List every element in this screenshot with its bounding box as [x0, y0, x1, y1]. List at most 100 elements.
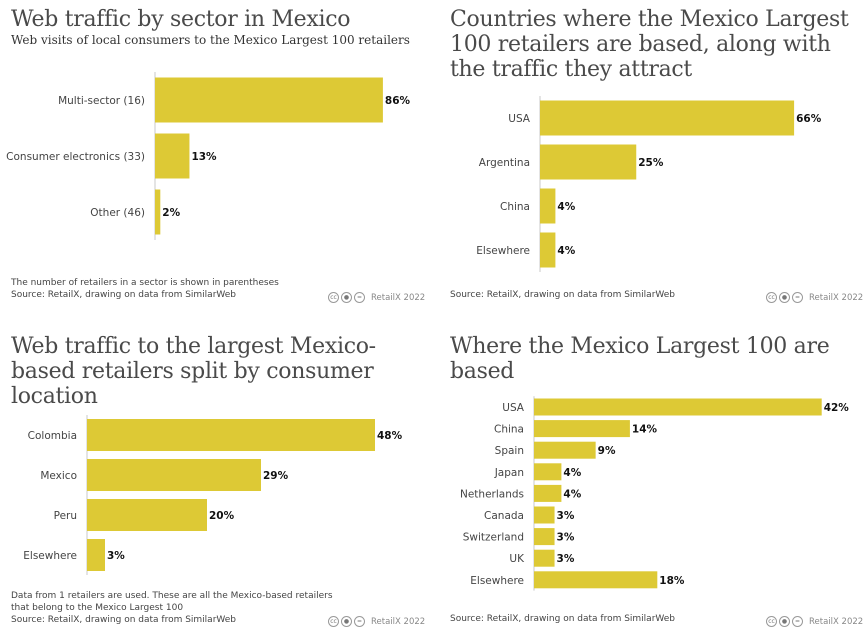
bar: [540, 100, 795, 136]
value-label: 20%: [209, 510, 235, 522]
source-line: Source: RetailX, drawing on data from Si…: [11, 290, 237, 300]
footnote: Data from 1 retailers are used. These ar…: [11, 590, 333, 626]
cc-icon: cc: [328, 292, 339, 303]
value-label: 18%: [659, 575, 685, 587]
value-label: 86%: [385, 95, 411, 107]
bar: [87, 419, 375, 451]
value-label: 3%: [557, 532, 575, 544]
category-label: Japan: [494, 467, 524, 479]
value-label: 25%: [638, 157, 664, 169]
bar: [534, 549, 555, 567]
bar: [534, 463, 562, 481]
category-label: Colombia: [28, 430, 77, 442]
credit: cc ● = RetailX 2022: [328, 292, 425, 303]
chart-title: Web traffic to the largest Mexico-based …: [11, 334, 376, 409]
nc-icon: =: [792, 292, 803, 303]
bar: [87, 539, 105, 571]
category-label: Canada: [484, 510, 524, 522]
category-label: Elsewhere: [476, 245, 530, 257]
panel-sector: Web traffic by sector in Mexico Web visi…: [11, 7, 421, 48]
nc-icon: =: [792, 616, 803, 627]
category-label: UK: [509, 553, 525, 565]
footnote-line: that belong to the Mexico Largest 100: [11, 603, 184, 613]
value-label: 66%: [796, 113, 822, 125]
panel-countries: Countries where the Mexico Largest 100 r…: [450, 7, 860, 82]
category-label: Netherlands: [460, 488, 524, 500]
cc-icon: cc: [766, 616, 777, 627]
credit-text: RetailX 2022: [809, 616, 864, 627]
value-label: 48%: [377, 430, 403, 442]
credit: cc ● = RetailX 2022: [328, 616, 425, 627]
footnote: Source: RetailX, drawing on data from Si…: [450, 289, 675, 301]
bar: [534, 484, 562, 502]
value-label: 4%: [563, 467, 581, 479]
chart-title: Where the Mexico Largest 100 are based: [450, 334, 830, 384]
source-line: Source: RetailX, drawing on data from Si…: [11, 615, 237, 625]
by-icon: ●: [341, 292, 352, 303]
bar: [534, 506, 555, 524]
value-label: 3%: [557, 510, 575, 522]
chart-title: Countries where the Mexico Largest 100 r…: [450, 7, 849, 82]
category-label: USA: [502, 402, 525, 414]
bar: [534, 441, 596, 459]
bar: [87, 499, 207, 531]
credit-text: RetailX 2022: [371, 616, 426, 627]
category-label: China: [494, 424, 524, 436]
value-label: 14%: [632, 424, 658, 436]
panel-consumer-location: Web traffic to the largest Mexico-based …: [11, 334, 421, 409]
bar: [540, 232, 556, 268]
value-label: 3%: [557, 553, 575, 565]
cc-icon: cc: [766, 292, 777, 303]
panel-based: Where the Mexico Largest 100 are based: [450, 334, 860, 384]
bar: [155, 133, 190, 179]
bar: [540, 188, 556, 224]
category-label: Switzerland: [463, 532, 524, 544]
bar: [87, 459, 261, 491]
category-label: Spain: [495, 445, 524, 457]
footnote-line: Data from 1 retailers are used. These ar…: [11, 591, 333, 601]
chart-subtitle: Web visits of local consumers to the Mex…: [11, 33, 410, 47]
category-label: Multi-sector (16): [58, 95, 145, 107]
value-label: 4%: [563, 488, 581, 500]
by-icon: ●: [779, 292, 790, 303]
bar: [155, 77, 383, 123]
footnote: Source: RetailX, drawing on data from Si…: [450, 613, 675, 625]
value-label: 13%: [191, 151, 217, 163]
bar: [534, 398, 822, 416]
category-label: Mexico: [40, 470, 77, 482]
value-label: 9%: [598, 445, 616, 457]
value-label: 29%: [263, 470, 289, 482]
cc-icon: cc: [328, 616, 339, 627]
nc-icon: =: [354, 292, 365, 303]
bar: [540, 144, 637, 180]
category-label: China: [500, 201, 530, 213]
category-label: Argentina: [479, 157, 530, 169]
category-label: Elsewhere: [470, 575, 524, 587]
value-label: 4%: [557, 201, 575, 213]
category-label: Elsewhere: [23, 550, 77, 562]
nc-icon: =: [354, 616, 365, 627]
credit: cc ● = RetailX 2022: [766, 616, 863, 627]
bar: [155, 189, 161, 235]
bar: [534, 420, 630, 438]
value-label: 4%: [557, 245, 575, 257]
footnote: The number of retailers in a sector is s…: [11, 277, 279, 301]
source-line: Source: RetailX, drawing on data from Si…: [450, 614, 676, 624]
value-label: 3%: [107, 550, 125, 562]
category-label: USA: [508, 113, 531, 125]
footnote-line: The number of retailers in a sector is s…: [11, 278, 279, 288]
bar: [534, 571, 658, 589]
value-label: 42%: [824, 402, 850, 414]
bar: [534, 528, 555, 546]
chart-title: Web traffic by sector in Mexico: [11, 7, 351, 32]
category-label: Consumer electronics (33): [6, 151, 145, 163]
credit-text: RetailX 2022: [371, 292, 426, 303]
category-label: Peru: [54, 510, 77, 522]
by-icon: ●: [341, 616, 352, 627]
credit: cc ● = RetailX 2022: [766, 292, 863, 303]
value-label: 2%: [162, 207, 180, 219]
